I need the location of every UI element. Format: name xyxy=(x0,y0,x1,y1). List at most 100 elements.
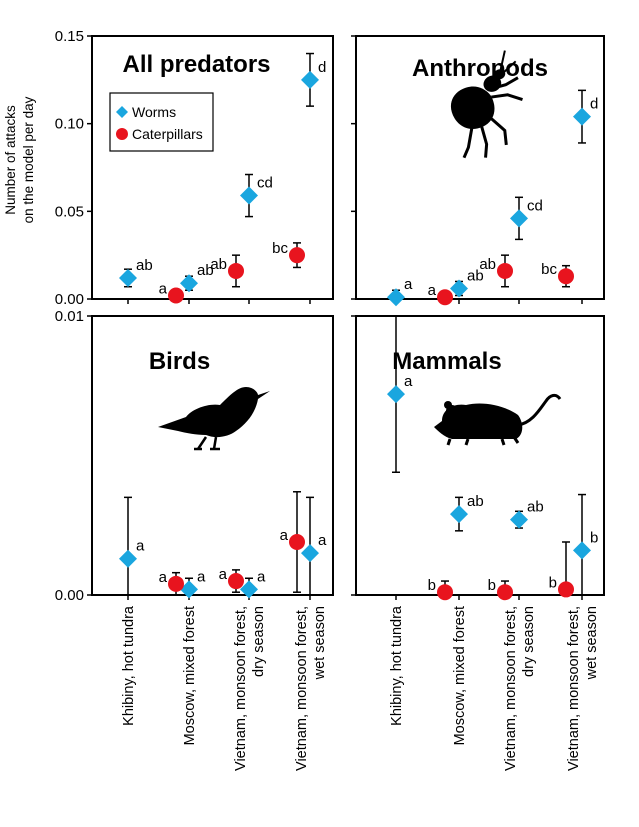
significance-label: b xyxy=(488,577,496,594)
worm-point xyxy=(510,209,528,228)
legend-marker xyxy=(116,106,128,118)
significance-label: bc xyxy=(272,240,288,257)
significance-label: b xyxy=(428,577,436,594)
significance-label: a xyxy=(219,566,228,583)
beetle-icon xyxy=(450,50,523,159)
worm-point xyxy=(387,288,405,307)
significance-label: ab xyxy=(527,499,544,516)
caterpillar-point xyxy=(168,287,184,304)
significance-label: a xyxy=(280,527,289,544)
significance-label: a xyxy=(257,568,266,585)
panel-frame xyxy=(355,35,605,300)
caterpillar-point xyxy=(289,247,305,264)
category-label: Vietnam, monsoon forest, xyxy=(566,606,582,771)
worm-point xyxy=(301,70,319,89)
worm-point xyxy=(119,268,137,287)
significance-label: b xyxy=(549,574,557,591)
panel-frame xyxy=(91,35,334,300)
category-label: wet season xyxy=(312,606,328,680)
legend-item: Caterpillars xyxy=(116,126,203,142)
caterpillar-point xyxy=(497,584,513,601)
y-axis-label-line-2: on the model per day xyxy=(21,96,36,223)
category-label: Khibiny, hot tundra xyxy=(121,605,137,726)
legend-marker xyxy=(116,128,128,140)
category-label: Moscow, mixed forest xyxy=(452,606,468,745)
worm-point xyxy=(573,541,591,560)
significance-label: ab xyxy=(136,257,153,274)
significance-label: a xyxy=(428,282,437,299)
y-tick-label: 0.01 xyxy=(55,308,84,325)
significance-label: a xyxy=(159,569,168,586)
caterpillar-point xyxy=(289,533,305,550)
worm-point xyxy=(387,385,405,404)
worm-point xyxy=(301,544,319,563)
significance-label: d xyxy=(318,59,326,76)
caterpillar-point xyxy=(168,575,184,592)
legend-box xyxy=(109,92,214,152)
caterpillar-point xyxy=(437,584,453,601)
category-label: dry season xyxy=(521,606,537,677)
significance-label: a xyxy=(197,568,206,585)
panel-title: Anthropods xyxy=(412,55,548,82)
worm-point xyxy=(119,549,137,568)
significance-label: cd xyxy=(527,197,543,214)
worm-point xyxy=(180,274,198,293)
significance-label: cd xyxy=(257,175,273,192)
significance-label: b xyxy=(590,529,598,546)
significance-label: ab xyxy=(467,493,484,510)
y-axis-label-line-1: Number of attacks xyxy=(3,105,18,215)
bird-icon xyxy=(158,387,270,451)
legend-label: Caterpillars xyxy=(132,126,203,142)
worm-point xyxy=(240,186,258,205)
panel-title: Birds xyxy=(149,348,210,375)
worm-point xyxy=(450,505,468,524)
significance-label: a xyxy=(159,280,168,297)
panel-frame xyxy=(355,315,605,596)
mouse-icon xyxy=(434,393,562,446)
panel-title: Mammals xyxy=(392,348,501,375)
significance-label: d xyxy=(590,96,598,113)
y-tick-label: 0.10 xyxy=(55,116,84,133)
category-label: Vietnam, monsoon forest, xyxy=(294,606,310,771)
category-label: Khibiny, hot tundra xyxy=(389,605,405,726)
icons-layer xyxy=(158,50,562,451)
legend-label: Worms xyxy=(132,104,176,120)
category-label: Moscow, mixed forest xyxy=(182,606,198,745)
y-axis-label: Number of attacks on the model per day xyxy=(3,96,36,223)
worm-point xyxy=(240,580,258,599)
significance-label: a xyxy=(318,532,327,549)
panel-2: Anthropods a ab cd d a ab bc xyxy=(351,35,605,307)
panel-title: All predators xyxy=(122,51,270,78)
significance-label: a xyxy=(136,538,145,555)
legend-item: Worms xyxy=(116,104,176,120)
category-label: Vietnam, monsoon forest, xyxy=(233,606,249,771)
y-tick-label: 0.15 xyxy=(55,28,84,45)
significance-label: ab xyxy=(197,262,214,279)
category-label: Vietnam, monsoon forest, xyxy=(503,606,519,771)
category-label: wet season xyxy=(584,606,600,680)
caterpillar-point xyxy=(437,289,453,306)
significance-label: ab xyxy=(467,267,484,284)
x-category-labels: Khibiny, hot tundra Moscow, mixed forest V… xyxy=(121,605,600,771)
worm-point xyxy=(180,580,198,599)
worm-point xyxy=(573,107,591,126)
y-tick-label: 0.05 xyxy=(55,203,84,220)
y-tick-label: 0.00 xyxy=(55,587,84,604)
y-tick-label: 0.00 xyxy=(55,291,84,308)
caterpillar-point xyxy=(228,262,244,279)
category-label: dry season xyxy=(251,606,267,677)
panel-frame xyxy=(91,315,334,596)
significance-label: ab xyxy=(479,256,496,273)
significance-label: bc xyxy=(541,261,557,278)
caterpillar-point xyxy=(558,268,574,285)
caterpillar-point xyxy=(497,262,513,279)
significance-label: a xyxy=(404,276,413,293)
worm-point xyxy=(450,279,468,298)
caterpillar-point xyxy=(228,573,244,590)
significance-label: ab xyxy=(210,256,227,273)
